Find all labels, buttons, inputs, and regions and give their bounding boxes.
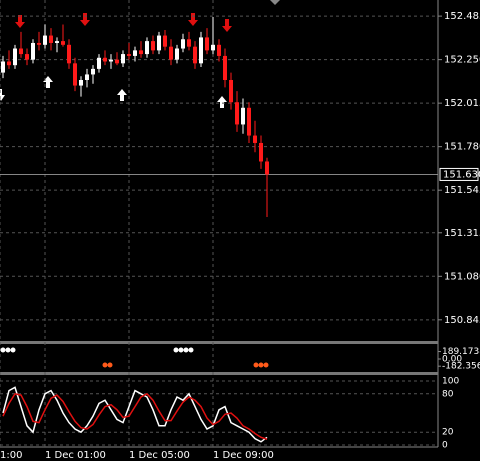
shift-marker <box>270 0 280 5</box>
candle-body <box>265 161 269 175</box>
stochastic-line <box>2 386 268 443</box>
dot <box>258 362 264 368</box>
candle-body <box>223 55 227 80</box>
candle-body <box>55 41 59 43</box>
x-tick-label: 1:00 <box>0 450 22 461</box>
candle-body <box>103 57 107 62</box>
candle-body <box>205 37 209 51</box>
candle-body <box>157 35 161 51</box>
candle-body <box>7 61 11 66</box>
dot <box>0 347 6 353</box>
oscillator-dots <box>0 347 269 368</box>
candle-body <box>151 41 155 51</box>
candle-body <box>175 48 179 60</box>
dot <box>107 362 113 368</box>
x-tick-label: 1 Dec 09:00 <box>213 450 274 461</box>
y-tick-label: 152.485 <box>444 11 480 22</box>
candle-body <box>229 80 233 103</box>
y-tick-label: 189.1738 <box>442 347 480 357</box>
candle-body <box>73 63 77 86</box>
candle-body <box>187 39 191 47</box>
sell-arrow <box>80 13 90 26</box>
y-tick-label: 151.315 <box>444 228 480 239</box>
y-tick-label: 0.00 <box>442 355 462 365</box>
dot <box>178 347 184 353</box>
buy-arrow <box>117 89 127 101</box>
buy-arrow <box>0 89 5 101</box>
current-price-box <box>439 167 479 181</box>
candle-body <box>217 44 221 56</box>
candle-body <box>13 48 17 66</box>
candle-body <box>49 35 53 43</box>
dot <box>10 347 16 353</box>
sell-arrow <box>15 15 25 28</box>
y-tick-label: 152.015 <box>444 98 480 109</box>
candle-body <box>1 61 5 73</box>
dot <box>102 362 108 368</box>
y-tick-label: 152.250 <box>444 55 480 66</box>
candle-body <box>163 35 167 47</box>
candle-body <box>259 142 263 162</box>
dot <box>263 362 269 368</box>
candle-body <box>121 54 125 64</box>
current-price-label: 151.630 <box>443 169 480 180</box>
buy-arrow <box>217 96 227 108</box>
dot <box>183 347 189 353</box>
dot <box>253 362 259 368</box>
y-tick-label: 151.080 <box>444 271 480 282</box>
x-tick-label: 1 Dec 05:00 <box>129 450 190 461</box>
candle-body <box>133 50 137 56</box>
y-tick-label: 100 <box>442 377 459 387</box>
candle-body <box>247 107 251 136</box>
candle-body <box>67 44 71 64</box>
candle-body <box>31 42 35 60</box>
x-tick-label: 1 Dec 01:00 <box>45 450 106 461</box>
y-tick-label: 20 <box>442 428 454 438</box>
y-tick-label: 0 <box>442 441 448 451</box>
panel-separator <box>0 341 438 344</box>
candle-body <box>127 54 131 56</box>
candle-body <box>85 74 89 80</box>
candle-body <box>211 44 215 51</box>
candle-body <box>25 54 29 60</box>
y-tick-label: 80 <box>442 389 454 399</box>
candle-body <box>235 102 239 125</box>
candle-body <box>115 59 119 64</box>
sell-arrow <box>188 13 198 26</box>
candle-body <box>193 46 197 64</box>
candle-body <box>91 68 95 75</box>
candle-body <box>181 39 185 49</box>
candle-body <box>253 135 257 143</box>
candle-body <box>109 59 113 62</box>
dot <box>5 347 11 353</box>
candle-body <box>169 46 173 60</box>
candle-body <box>19 48 23 55</box>
candle-body <box>241 107 245 125</box>
candle-body <box>97 57 101 69</box>
y-tick-label: 150.845 <box>444 315 480 326</box>
candle-body <box>43 35 47 45</box>
y-tick-label: -182.356 <box>442 362 480 372</box>
panel-separator <box>0 372 438 375</box>
candle-body <box>79 80 83 86</box>
dot <box>188 347 194 353</box>
y-tick-label: 151.780 <box>444 142 480 153</box>
candle-body <box>145 41 149 55</box>
candle-body <box>61 41 65 45</box>
candle-body <box>139 50 143 55</box>
stochastic-line <box>2 392 268 440</box>
candle-body <box>37 42 41 45</box>
y-tick-label: 151.545 <box>444 185 480 196</box>
sell-arrow <box>222 19 232 32</box>
candle-body <box>199 37 203 64</box>
dot <box>173 347 179 353</box>
